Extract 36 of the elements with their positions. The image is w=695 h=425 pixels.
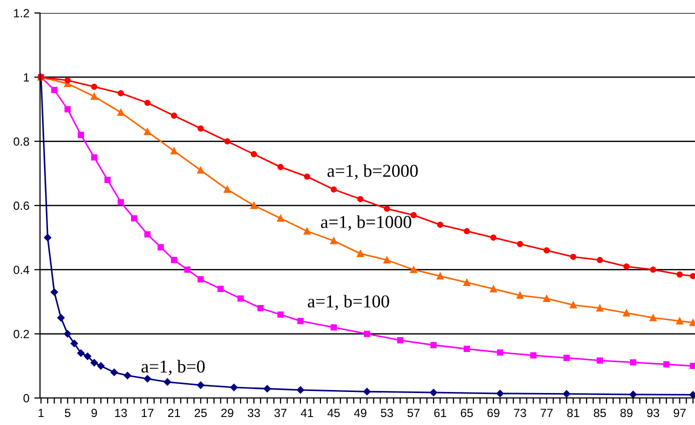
x-tick-label: 25	[194, 408, 207, 418]
x-tick-label: 97	[674, 408, 686, 418]
x-tick-label: 1	[38, 408, 44, 417]
x-tick-label: 89	[620, 408, 632, 418]
y-tick-label: 0.2	[14, 330, 29, 338]
y-tick-label: 1	[24, 73, 30, 82]
x-tick-label: 93	[647, 408, 660, 418]
x-tick-label: 81	[567, 408, 580, 418]
x-tick-label: 37	[274, 408, 286, 418]
series-label: a=1, b=100	[308, 294, 390, 310]
y-tick-label: 0.8	[14, 137, 30, 146]
x-tick-label: 41	[300, 408, 314, 417]
x-tick-label: 21	[168, 408, 180, 417]
x-tick-label: 5	[64, 408, 70, 418]
x-tick-label: 73	[514, 408, 526, 418]
y-tick-label: 0.4	[14, 266, 30, 274]
x-tick-label: 13	[115, 408, 127, 418]
x-tick-label: 65	[460, 408, 473, 418]
x-tick-label: 29	[221, 408, 234, 418]
x-tick-label: 45	[327, 408, 340, 418]
y-tick-label: 1.2	[14, 9, 29, 18]
x-tick-label: 77	[540, 408, 553, 417]
y-tick-label: 0	[23, 394, 30, 402]
x-tick-label: 57	[407, 408, 420, 418]
x-tick-label: 33	[248, 408, 260, 418]
x-tick-label: 49	[354, 408, 366, 418]
x-tick-label: 69	[487, 408, 500, 418]
series-label: a=1, b=0	[142, 360, 205, 376]
x-tick-label: 53	[380, 408, 394, 418]
x-tick-label: 9	[91, 408, 97, 418]
series-label: a=1, b=1000	[320, 215, 412, 231]
x-tick-label: 17	[142, 408, 154, 417]
x-tick-label: 61	[434, 408, 446, 418]
series-label: a=1, b=2000	[328, 164, 418, 180]
y-tick-label: 0.6	[14, 202, 30, 210]
x-tick-label: 85	[594, 408, 606, 418]
